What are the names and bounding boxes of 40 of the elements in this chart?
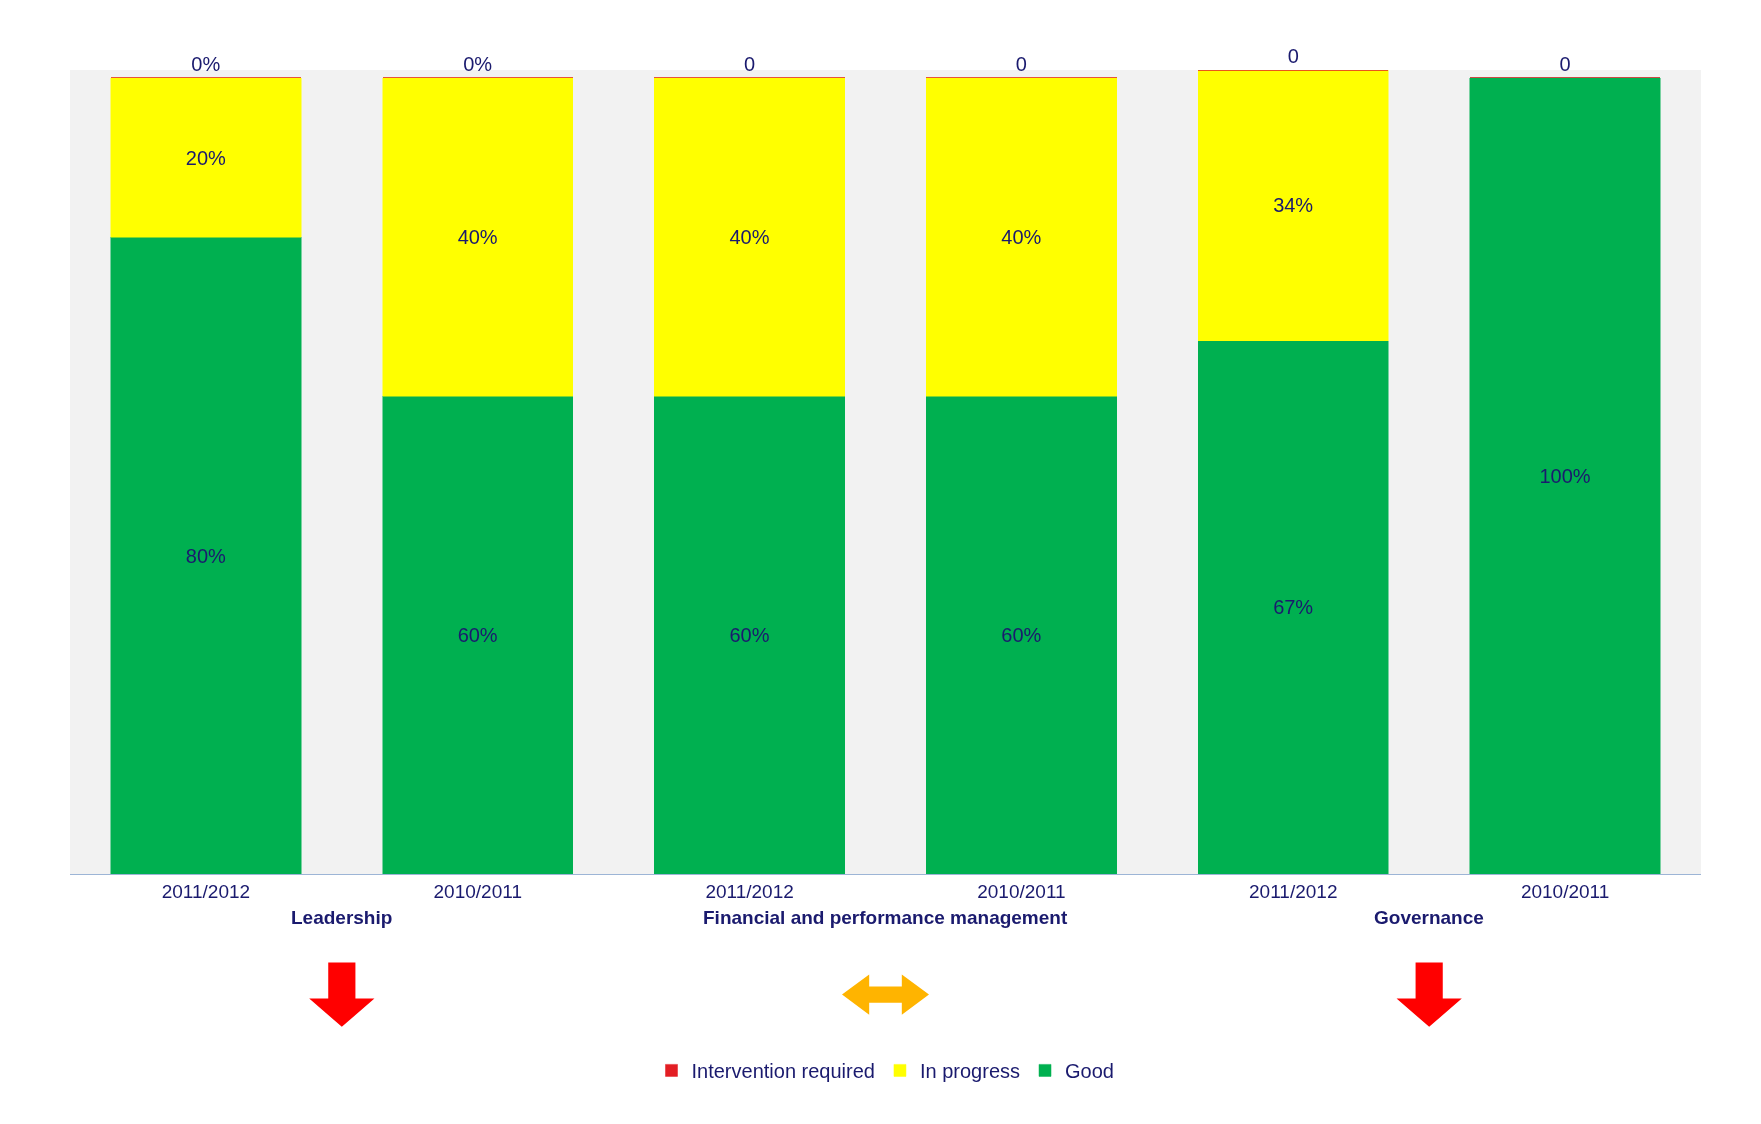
bar [382, 396, 574, 874]
data-label: 67% [1273, 596, 1314, 619]
data-label: 40% [457, 226, 498, 249]
x-tick-label: 2010/2011 [977, 880, 1066, 902]
x-tick-label: 2010/2011 [433, 880, 522, 902]
data-label: 100% [1539, 464, 1591, 487]
legend-label: Good [1065, 1060, 1114, 1083]
text: Leadership [291, 907, 393, 928]
data-label: 0 [1287, 45, 1299, 67]
data-label: 0% [463, 52, 493, 75]
data-label: 34% [1273, 194, 1314, 217]
x-tick-label: 2011/2012 [161, 880, 251, 902]
text: Financial and performance management [703, 907, 1068, 928]
data-label: 0 [1559, 52, 1571, 75]
bar [382, 77, 574, 397]
x-tick-label: 2010/2011 [1520, 880, 1610, 902]
data-label: 0% [191, 52, 221, 75]
bar [1197, 70, 1389, 341]
bar [1469, 77, 1661, 874]
bar [926, 77, 1117, 397]
bar [926, 396, 1117, 874]
bar [110, 236, 302, 874]
legend-label: Intervention required [691, 1060, 875, 1083]
x-tick-label: 2011/2012 [705, 880, 794, 902]
data-label: 0 [1015, 52, 1027, 75]
bar [654, 396, 845, 874]
bar [110, 77, 302, 238]
legend-label: In progress [919, 1060, 1021, 1083]
text: Governance [1374, 907, 1484, 928]
data-label: 40% [1001, 226, 1042, 249]
bar [654, 77, 845, 397]
data-label: 20% [185, 146, 227, 169]
x-tick-label: 2011/2012 [1249, 880, 1338, 902]
data-label: 60% [457, 624, 498, 647]
data-label: 60% [729, 624, 770, 647]
data-label: 60% [1001, 624, 1042, 647]
bar [1197, 340, 1389, 874]
data-label: 0 [744, 52, 756, 75]
data-label: 80% [185, 544, 227, 567]
data-label: 40% [729, 226, 770, 249]
